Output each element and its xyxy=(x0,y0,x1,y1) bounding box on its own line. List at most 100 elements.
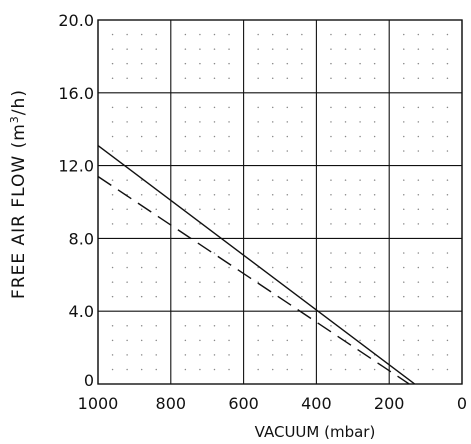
grid-dot xyxy=(344,252,347,254)
grid-dot xyxy=(184,150,187,152)
grid-dot xyxy=(228,252,230,254)
grid-dot xyxy=(199,339,201,342)
grid-dot xyxy=(301,121,303,123)
grid-dot xyxy=(373,339,376,342)
grid-dot xyxy=(126,266,128,269)
grid-dot xyxy=(330,325,332,327)
grid-dot xyxy=(301,223,303,225)
grid-dot xyxy=(155,193,157,196)
grid-dot xyxy=(126,295,128,298)
grid-dot xyxy=(432,252,434,254)
grid-dot xyxy=(403,223,405,225)
grid-dot xyxy=(286,325,289,327)
grid-dot xyxy=(432,208,434,211)
grid-dot xyxy=(126,179,128,181)
grid-dot xyxy=(403,325,405,327)
grid-dot xyxy=(271,339,274,342)
grid-dot xyxy=(213,325,216,327)
grid-dot xyxy=(446,135,449,138)
grid-dot xyxy=(199,368,201,371)
grid-dot xyxy=(213,121,216,123)
grid-dot xyxy=(271,106,274,109)
grid-dot xyxy=(140,339,143,342)
grid-dot xyxy=(184,325,187,327)
grid-dot xyxy=(199,62,201,65)
grid-dot xyxy=(301,368,303,371)
grid-dot xyxy=(301,193,303,196)
grid-dot xyxy=(417,106,420,109)
grid-dot xyxy=(155,77,157,79)
grid-dot xyxy=(184,252,187,254)
grid-dot xyxy=(155,33,157,36)
grid-dot xyxy=(417,135,420,138)
grid-dot xyxy=(330,150,332,152)
grid-dot xyxy=(184,354,187,356)
x-tick-label: 800 xyxy=(156,394,187,413)
grid-dot xyxy=(184,135,187,138)
grid-dot xyxy=(184,48,187,50)
grid-dot xyxy=(126,62,128,65)
grid-dot xyxy=(184,295,187,298)
grid-dot xyxy=(359,368,361,371)
grid-dot xyxy=(359,339,361,342)
grid-dot xyxy=(199,48,201,50)
grid-dot xyxy=(111,368,114,371)
grid-dot xyxy=(301,281,303,283)
grid-dot xyxy=(373,121,376,123)
grid-dot xyxy=(228,121,230,123)
grid-dot xyxy=(140,135,143,138)
grid-dot xyxy=(155,208,157,211)
grid-dot xyxy=(403,77,405,79)
series-line-dashed xyxy=(97,175,410,385)
grid-dot xyxy=(140,266,143,269)
grid-dot xyxy=(126,339,128,342)
grid-dot xyxy=(155,295,157,298)
grid-dot xyxy=(359,193,361,196)
grid-dot xyxy=(111,33,114,36)
grid-dot xyxy=(155,252,157,254)
grid-dot xyxy=(446,223,449,225)
grid-dot xyxy=(155,281,157,283)
grid-dot xyxy=(417,325,420,327)
grid-dot xyxy=(359,62,361,65)
grid-dot xyxy=(257,179,259,181)
grid-dot xyxy=(432,223,434,225)
grid-dot xyxy=(228,354,230,356)
grid-dot xyxy=(140,48,143,50)
grid-dot xyxy=(184,339,187,342)
grid-dot xyxy=(446,106,449,109)
grid-dot xyxy=(446,62,449,65)
grid-dot xyxy=(330,193,332,196)
grid-dot xyxy=(359,106,361,109)
x-tick-labels: 1000 800 600 400 200 0 xyxy=(78,394,467,413)
grid-dot xyxy=(403,121,405,123)
grid-dot xyxy=(213,266,216,269)
grid-dot xyxy=(446,150,449,152)
grid-dot xyxy=(140,62,143,65)
grid-dot xyxy=(432,77,434,79)
grid-dot xyxy=(417,179,420,181)
grid-dot xyxy=(344,48,347,50)
plot-frame xyxy=(97,19,463,385)
grid-dot xyxy=(184,77,187,79)
grid-dot xyxy=(446,193,449,196)
grid-dot xyxy=(403,135,405,138)
y-axis-label-superscript: 3 xyxy=(8,115,21,123)
grid-dot xyxy=(417,33,420,36)
grid-dot xyxy=(257,208,259,211)
grid-dot xyxy=(184,121,187,123)
grid-dot xyxy=(111,193,114,196)
y-tick-label: 12.0 xyxy=(58,157,94,176)
grid-dot xyxy=(344,208,347,211)
grid-dot xyxy=(199,325,201,327)
grid-dot xyxy=(111,325,114,327)
grid-dot xyxy=(403,150,405,152)
grid-dot xyxy=(184,281,187,283)
grid-dot xyxy=(286,295,289,298)
grid-dot xyxy=(184,193,187,196)
grid-dot xyxy=(373,208,376,211)
grid-dot xyxy=(373,281,376,283)
grid-dot xyxy=(301,106,303,109)
grid-dot xyxy=(213,150,216,152)
grid-dot xyxy=(432,135,434,138)
